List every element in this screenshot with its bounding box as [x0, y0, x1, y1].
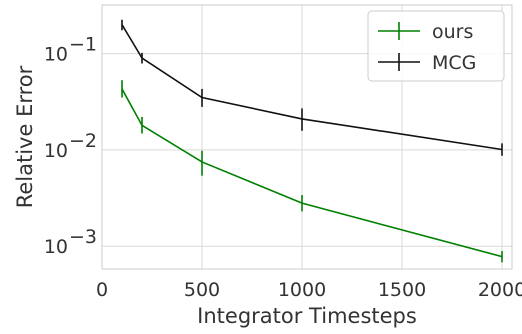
y-tick-exponent: −3: [69, 226, 97, 248]
y-tick-label: 10 −1: [44, 34, 97, 66]
x-tick-label: 1500: [378, 279, 426, 301]
x-axis-title: Integrator Timesteps: [197, 304, 417, 328]
y-tick-exponent: −1: [69, 34, 97, 56]
y-tick-base: 10: [44, 44, 68, 66]
x-tick-label: 0: [96, 279, 108, 301]
plot-frame: [101, 4, 513, 270]
legend-item: ours: [378, 21, 473, 43]
y-tick-exponent: −2: [69, 130, 97, 152]
x-tick-label: 2000: [478, 279, 522, 301]
x-tick-label: 500: [184, 279, 220, 301]
y-tick-label: 10 −2: [44, 130, 97, 162]
y-axis-title: Relative Error: [13, 65, 37, 208]
legend-label: MCG: [432, 52, 476, 74]
y-tick-base: 10: [44, 140, 68, 162]
y-tick-label: 10 −3: [44, 226, 97, 258]
legend-item: MCG: [378, 52, 476, 74]
legend-label: ours: [432, 21, 473, 43]
legend: ours MCG: [367, 10, 505, 82]
x-tick-labels: 0 500 1000 1500 2000: [96, 279, 522, 301]
y-tick-base: 10: [44, 236, 68, 258]
x-tick-label: 1000: [278, 279, 326, 301]
y-tick-labels: 10−310−210−1: [44, 34, 97, 259]
series-mcg: [121, 19, 503, 156]
series-ours: [121, 80, 503, 263]
series-layer: [121, 19, 503, 263]
legend-box: [367, 10, 505, 82]
